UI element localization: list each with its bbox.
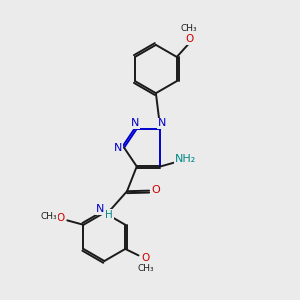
Text: O: O [151,185,160,195]
Text: O: O [57,213,65,223]
Text: CH₃: CH₃ [181,25,197,34]
Text: NH₂: NH₂ [174,154,196,164]
Text: N: N [158,118,166,128]
Text: CH₃: CH₃ [138,265,154,274]
Text: O: O [142,253,150,263]
Text: N: N [113,142,122,153]
Text: CH₃: CH₃ [40,212,57,221]
Text: N: N [96,204,105,214]
Text: O: O [185,34,193,44]
Text: N: N [130,118,139,128]
Text: H: H [106,210,113,220]
